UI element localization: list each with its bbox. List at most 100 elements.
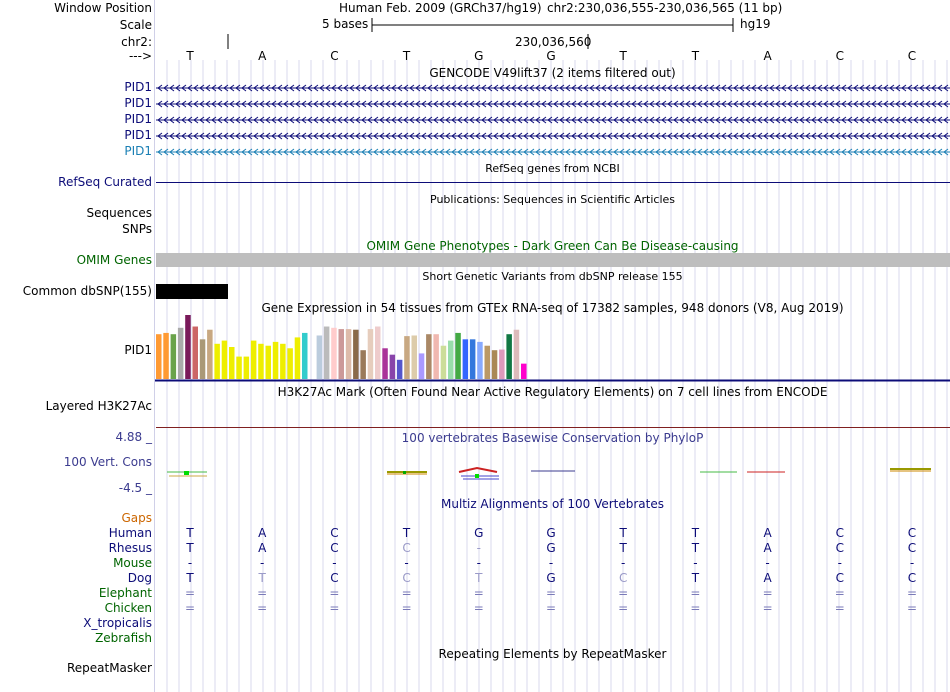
gencode-transcript[interactable]: [156, 145, 950, 159]
gencode-transcript[interactable]: [156, 97, 950, 111]
species-base: =: [473, 586, 484, 600]
species-base: =: [329, 601, 340, 615]
species-base: =: [906, 601, 918, 615]
omim-title[interactable]: OMIM Gene Phenotypes - Dark Green Can Be…: [366, 239, 739, 253]
reference-base: G: [474, 49, 484, 63]
reference-base: A: [258, 49, 267, 63]
sequences-label[interactable]: Sequences: [86, 206, 152, 220]
scale-text: 5 bases: [322, 17, 369, 31]
gtex-title[interactable]: Gene Expression in 54 tissues from GTEx …: [261, 301, 844, 315]
repeatmasker-title[interactable]: Repeating Elements by RepeatMasker: [438, 647, 667, 661]
h3k27ac-title[interactable]: H3K27Ac Mark (Often Found Near Active Re…: [277, 385, 828, 399]
gtex-tissue-bar: [229, 347, 235, 379]
species-base: =: [618, 586, 629, 600]
gaps-label[interactable]: Gaps: [121, 511, 152, 525]
species-base: G: [546, 571, 556, 585]
gtex-tissue-bar: [345, 329, 352, 379]
cons-track-label[interactable]: 100 Vert. Cons: [63, 455, 152, 469]
gtex-tissue-bar: [382, 348, 388, 379]
species-label[interactable]: Dog: [127, 571, 152, 585]
refseq-label[interactable]: RefSeq Curated: [58, 175, 152, 189]
gencode-transcript[interactable]: [156, 129, 950, 143]
gencode-title[interactable]: GENCODE V49lift37 (2 items filtered out): [429, 66, 676, 80]
species-base: =: [762, 601, 773, 615]
species-base: -: [909, 556, 915, 570]
gtex-bar-chart[interactable]: [155, 315, 950, 383]
window-position-label: Window Position: [54, 1, 152, 15]
species-base: -: [837, 556, 842, 570]
species-base: =: [906, 586, 918, 600]
refseq-gene-line[interactable]: [156, 182, 950, 183]
gtex-tissue-bar: [396, 359, 403, 379]
scale-bar: [371, 18, 734, 32]
gtex-tissue-bar: [294, 337, 301, 379]
species-base: T: [619, 526, 627, 540]
species-base: =: [257, 601, 268, 615]
publications-title[interactable]: Publications: Sequences in Scientific Ar…: [430, 193, 675, 206]
species-label[interactable]: Mouse: [113, 556, 152, 570]
snps-label[interactable]: SNPs: [122, 222, 152, 236]
gtex-tissue-bar: [280, 343, 286, 379]
gencode-gene-label[interactable]: PID1: [124, 112, 152, 126]
refseq-title[interactable]: RefSeq genes from NCBI: [485, 162, 620, 175]
label-divider: [154, 0, 155, 692]
reference-base: C: [907, 49, 917, 63]
species-base: G: [546, 541, 556, 555]
reference-base: C: [330, 49, 339, 63]
repeatmasker-label[interactable]: RepeatMasker: [66, 661, 152, 675]
conservation-title[interactable]: 100 vertebrates Basewise Conservation by…: [401, 431, 704, 445]
h3k27ac-label[interactable]: Layered H3K27Ac: [45, 399, 152, 413]
gtex-tissue-bar: [258, 343, 264, 379]
reference-base: T: [619, 49, 627, 63]
gtex-tissue-bar: [185, 315, 191, 379]
species-base: =: [473, 601, 484, 615]
species-label[interactable]: Chicken: [104, 601, 152, 615]
species-base: T: [186, 526, 194, 540]
omim-genes-label[interactable]: OMIM Genes: [76, 253, 152, 267]
chr-label: chr2:: [121, 35, 152, 49]
gtex-tissue-bar: [411, 335, 417, 379]
gtex-tissue-bar: [433, 334, 439, 379]
common-dbsnp-label[interactable]: Common dbSNP(155): [22, 284, 152, 298]
chr-tick-left: [227, 34, 229, 49]
gtex-tissue-bar: [455, 332, 461, 379]
species-base: -: [476, 556, 481, 570]
gencode-transcript[interactable]: [156, 113, 950, 127]
species-base: =: [184, 601, 196, 615]
gtex-tissue-bar: [499, 349, 505, 379]
species-base: =: [690, 586, 701, 600]
cons-spot-1: [184, 471, 189, 475]
multiz-title[interactable]: Multiz Alignments of 100 Vertebrates: [440, 497, 665, 511]
species-base: =: [257, 586, 268, 600]
gencode-transcript[interactable]: [156, 81, 950, 95]
scale-label: Scale: [119, 18, 152, 32]
gtex-tissue-bar: [170, 334, 177, 379]
gtex-tissue-bar: [323, 326, 330, 379]
gtex-tissue-bar: [265, 345, 271, 379]
dbsnp-variant-block[interactable]: [156, 284, 228, 299]
species-label[interactable]: Human: [108, 526, 152, 540]
gencode-gene-label[interactable]: PID1: [124, 128, 152, 142]
gencode-gene-label[interactable]: PID1: [124, 96, 152, 110]
position-label[interactable]: chr2:230,036,555-230,036,565 (11 bp): [547, 1, 783, 15]
gtex-tissue-bar: [484, 345, 490, 379]
omim-gene-bar[interactable]: [156, 253, 950, 267]
conservation-plot[interactable]: [155, 462, 950, 484]
species-label[interactable]: Zebrafish: [95, 631, 152, 645]
gencode-gene-label[interactable]: PID1: [124, 144, 152, 158]
species-label[interactable]: Elephant: [98, 586, 152, 600]
strand-arrow-label[interactable]: --->: [128, 49, 152, 63]
species-label[interactable]: X_tropicalis: [83, 616, 152, 630]
species-base: C: [618, 571, 628, 585]
reference-base: C: [835, 49, 844, 63]
gtex-gene-label[interactable]: PID1: [124, 343, 152, 357]
reference-base: T: [691, 49, 700, 63]
species-base: A: [258, 541, 267, 555]
species-base: =: [762, 586, 773, 600]
dbsnp-title[interactable]: Short Genetic Variants from dbSNP releas…: [422, 270, 683, 283]
gencode-gene-label[interactable]: PID1: [124, 80, 152, 94]
gtex-tissue-bar: [426, 334, 432, 379]
species-base: T: [619, 541, 627, 555]
species-label[interactable]: Rhesus: [108, 541, 152, 555]
